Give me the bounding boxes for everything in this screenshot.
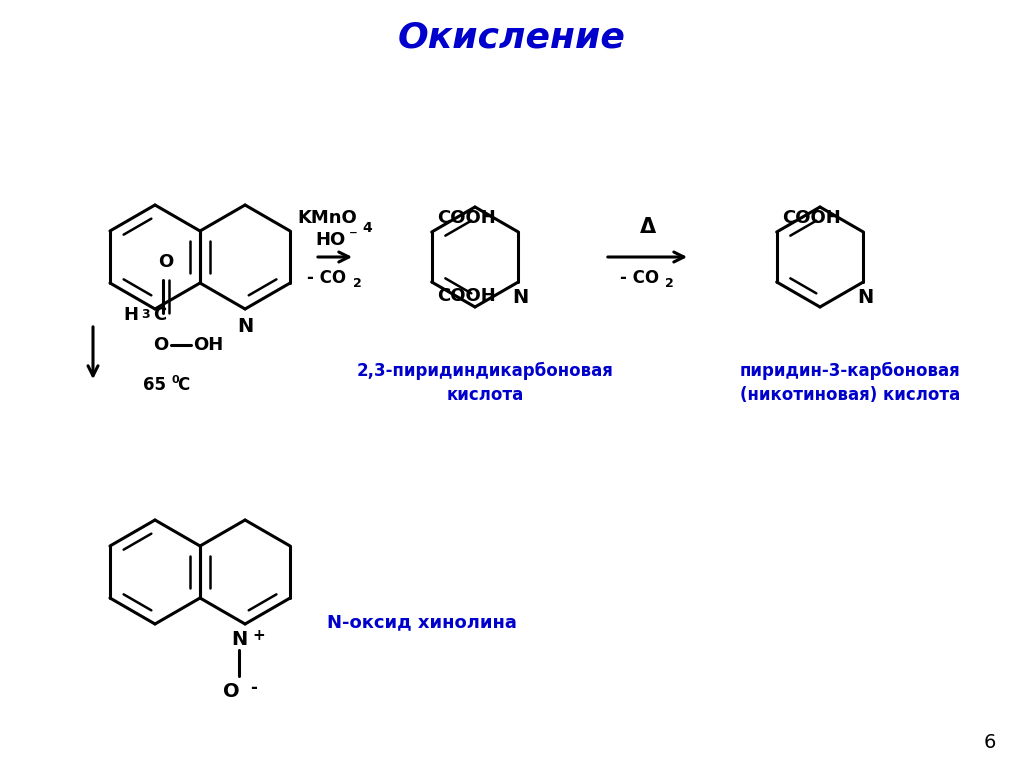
Text: O: O (153, 336, 168, 354)
Text: Окисление: Окисление (398, 20, 626, 54)
Text: COOH: COOH (436, 287, 496, 305)
Text: - CO: - CO (620, 269, 659, 287)
Text: 2: 2 (666, 277, 674, 290)
Text: KMnO: KMnO (297, 209, 357, 227)
Text: OH: OH (193, 336, 223, 354)
Text: ⁻: ⁻ (348, 227, 357, 245)
Text: 2: 2 (352, 277, 361, 290)
Text: Δ: Δ (639, 217, 655, 237)
Text: N-оксид хинолина: N-оксид хинолина (327, 613, 517, 631)
Text: N: N (231, 630, 247, 649)
Text: - CO: - CO (307, 269, 346, 287)
Text: 4: 4 (362, 221, 372, 235)
Text: 6: 6 (984, 732, 996, 752)
Text: O: O (159, 253, 174, 271)
Text: 0: 0 (171, 375, 178, 385)
Text: COOH: COOH (781, 209, 841, 227)
Text: C: C (153, 306, 166, 324)
Text: COOH: COOH (436, 209, 496, 227)
Text: H: H (123, 306, 138, 324)
Text: HO: HO (315, 231, 345, 249)
Text: -: - (250, 679, 256, 697)
Text: пиридин-3-карбоновая
(никотиновая) кислота: пиридин-3-карбоновая (никотиновая) кисло… (739, 362, 961, 403)
Text: N: N (237, 317, 253, 336)
Text: O: O (223, 682, 240, 701)
Text: C: C (177, 376, 189, 394)
Text: 2,3-пиридиндикарбоновая
кислота: 2,3-пиридиндикарбоновая кислота (356, 362, 613, 403)
Text: +: + (253, 628, 265, 643)
Text: 3: 3 (140, 308, 150, 321)
Text: 65: 65 (143, 376, 166, 394)
Text: N: N (857, 288, 873, 307)
Text: N: N (512, 288, 528, 307)
